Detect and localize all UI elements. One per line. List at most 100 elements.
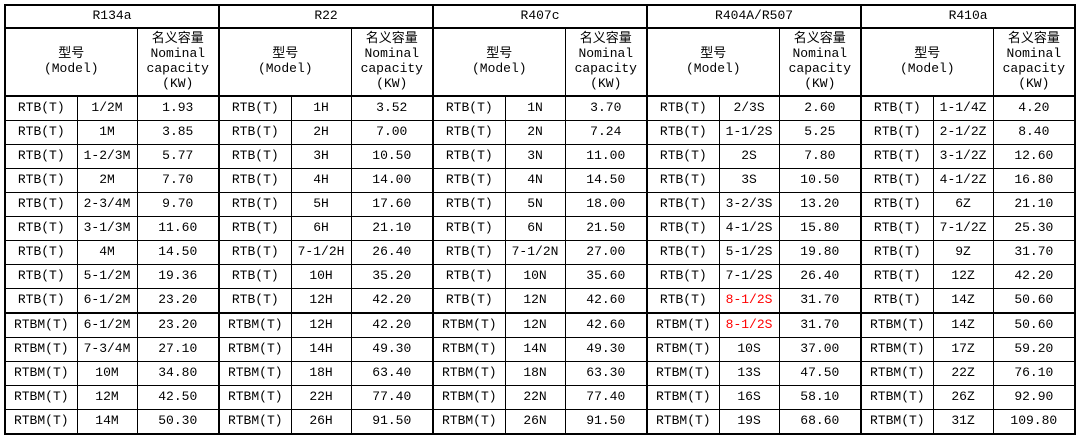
nominal-capacity-column-header: 名义容量 Nominal capacity (KW) <box>778 27 862 97</box>
capacity-value-cell: 37.00 <box>778 337 862 362</box>
model-prefix-cell: RTBM(T) <box>646 409 720 435</box>
capacity-value-cell: 23.20 <box>136 312 220 338</box>
model-size-cell: 3N <box>504 144 566 169</box>
model-prefix-cell: RTB(T) <box>218 168 292 193</box>
nominal-capacity-column-header: 名义容量 Nominal capacity (KW) <box>350 27 434 97</box>
table-row: RTBM(T) 10M 34.80 RTBM(T) 18H 63.40 RTBM(T) 18N… <box>4 361 1076 386</box>
capacity-value-cell: 26.40 <box>350 240 434 265</box>
capacity-value-cell: 19.80 <box>778 240 862 265</box>
model-size-cell: 18N <box>504 361 566 386</box>
model-size-cell: 7-1/2S <box>718 264 780 289</box>
model-size-cell: 12M <box>76 385 138 410</box>
table-row: RTB(T) 6-1/2M 23.20 RTB(T) 12H 42.20 RTB(T) 12N… <box>4 288 1076 314</box>
model-prefix-cell: RTBM(T) <box>4 337 78 362</box>
capacity-value-cell: 76.10 <box>992 361 1076 386</box>
capacity-value-cell: 26.40 <box>778 264 862 289</box>
capacity-value-cell: 27.10 <box>136 337 220 362</box>
capacity-value-cell: 13.20 <box>778 192 862 217</box>
nominal-capacity-column-header: 名义容量 Nominal capacity (KW) <box>564 27 648 97</box>
model-size-cell: 12Z <box>932 264 994 289</box>
model-prefix-cell: RTB(T) <box>860 120 934 145</box>
model-column-header: 型号 (Model) <box>218 27 352 97</box>
capacity-value-cell: 42.20 <box>350 288 434 314</box>
table-row: RTBM(T) 14M 50.30 RTBM(T) 26H 91.50 RTBM(T) 26N… <box>4 409 1076 435</box>
model-size-cell: 6Z <box>932 192 994 217</box>
model-column-header: 型号 (Model) <box>646 27 780 97</box>
model-size-cell: 22N <box>504 385 566 410</box>
model-prefix-cell: RTB(T) <box>4 95 78 121</box>
refrigerant-group-header: R22 <box>218 4 434 29</box>
capacity-value-cell: 14.00 <box>350 168 434 193</box>
capacity-value-cell: 21.10 <box>350 216 434 241</box>
capacity-value-cell: 109.80 <box>992 409 1076 435</box>
capacity-value-cell: 31.70 <box>778 288 862 314</box>
model-size-cell: 9Z <box>932 240 994 265</box>
model-prefix-cell: RTB(T) <box>218 144 292 169</box>
model-size-cell: 4H <box>290 168 352 193</box>
model-prefix-cell: RTBM(T) <box>646 337 720 362</box>
model-prefix-cell: RTB(T) <box>646 288 720 314</box>
capacity-value-cell: 23.20 <box>136 288 220 314</box>
model-prefix-cell: RTB(T) <box>432 192 506 217</box>
capacity-value-cell: 18.00 <box>564 192 648 217</box>
model-size-cell: 2S <box>718 144 780 169</box>
capacity-value-cell: 42.20 <box>992 264 1076 289</box>
capacity-value-cell: 2.60 <box>778 95 862 121</box>
model-prefix-cell: RTB(T) <box>432 288 506 314</box>
capacity-value-cell: 25.30 <box>992 216 1076 241</box>
capacity-value-cell: 42.60 <box>564 288 648 314</box>
capacity-value-cell: 5.77 <box>136 144 220 169</box>
model-prefix-cell: RTB(T) <box>646 120 720 145</box>
capacity-value-cell: 77.40 <box>564 385 648 410</box>
capacity-value-cell: 27.00 <box>564 240 648 265</box>
model-prefix-cell: RTB(T) <box>860 240 934 265</box>
capacity-value-cell: 7.00 <box>350 120 434 145</box>
model-prefix-cell: RTBM(T) <box>432 312 506 338</box>
model-size-cell: 8-1/2S <box>718 312 780 338</box>
model-prefix-cell: RTB(T) <box>646 144 720 169</box>
capacity-value-cell: 14.50 <box>564 168 648 193</box>
model-size-cell: 3-2/3S <box>718 192 780 217</box>
capacity-value-cell: 77.40 <box>350 385 434 410</box>
model-size-cell: 12H <box>290 312 352 338</box>
model-prefix-cell: RTB(T) <box>646 240 720 265</box>
model-size-cell: 1-2/3M <box>76 144 138 169</box>
model-size-cell: 10M <box>76 361 138 386</box>
model-prefix-cell: RTB(T) <box>4 168 78 193</box>
model-prefix-cell: RTB(T) <box>646 168 720 193</box>
table-row: RTBM(T) 12M 42.50 RTBM(T) 22H 77.40 RTBM(T) 22N… <box>4 385 1076 410</box>
capacity-value-cell: 11.00 <box>564 144 648 169</box>
model-prefix-cell: RTB(T) <box>4 288 78 314</box>
capacity-value-cell: 49.30 <box>350 337 434 362</box>
model-prefix-cell: RTBM(T) <box>432 385 506 410</box>
refrigerant-group-header: R404A/R507 <box>646 4 862 29</box>
capacity-value-cell: 3.70 <box>564 95 648 121</box>
model-prefix-cell: RTB(T) <box>860 144 934 169</box>
model-prefix-cell: RTB(T) <box>4 216 78 241</box>
model-prefix-cell: RTB(T) <box>218 240 292 265</box>
model-size-cell: 10S <box>718 337 780 362</box>
model-size-cell: 6N <box>504 216 566 241</box>
capacity-value-cell: 7.80 <box>778 144 862 169</box>
model-prefix-cell: RTB(T) <box>218 288 292 314</box>
model-prefix-cell: RTBM(T) <box>218 337 292 362</box>
model-size-cell: 1/2M <box>76 95 138 121</box>
model-prefix-cell: RTB(T) <box>432 168 506 193</box>
model-size-cell: 5-1/2M <box>76 264 138 289</box>
model-prefix-cell: RTBM(T) <box>432 361 506 386</box>
capacity-value-cell: 8.40 <box>992 120 1076 145</box>
model-size-cell: 1M <box>76 120 138 145</box>
model-prefix-cell: RTBM(T) <box>646 312 720 338</box>
model-prefix-cell: RTBM(T) <box>646 385 720 410</box>
model-size-cell: 3-1/3M <box>76 216 138 241</box>
model-size-cell: 4N <box>504 168 566 193</box>
model-prefix-cell: RTB(T) <box>432 240 506 265</box>
capacity-value-cell: 92.90 <box>992 385 1076 410</box>
model-prefix-cell: RTBM(T) <box>860 385 934 410</box>
model-size-cell: 10H <box>290 264 352 289</box>
model-prefix-cell: RTB(T) <box>4 264 78 289</box>
model-prefix-cell: RTB(T) <box>4 120 78 145</box>
model-column-header: 型号 (Model) <box>860 27 994 97</box>
model-size-cell: 3H <box>290 144 352 169</box>
